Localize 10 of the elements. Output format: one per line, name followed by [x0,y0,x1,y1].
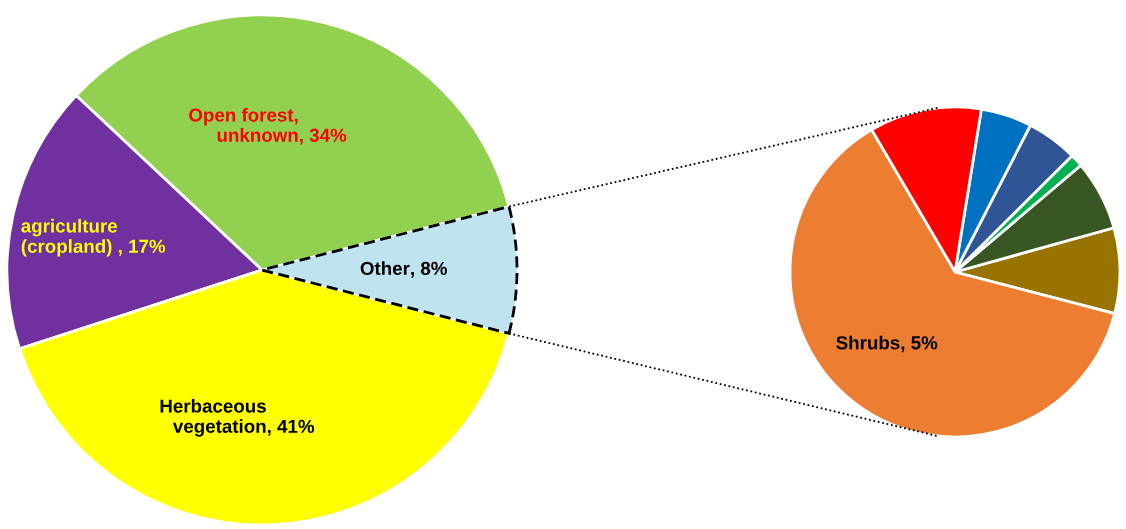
data-label: , 41% [267,419,315,436]
slice-label: Herbaceous vegetation [160,398,266,437]
data-label: , 34% [300,128,347,145]
slice-label: Shrubs [836,335,900,350]
slice-label: Other [360,261,410,276]
slice-label: agriculture (cropland) [21,218,118,257]
data-label: , 17% [118,239,166,256]
slice-label: Open forest, unknown [189,107,298,142]
data-label: , 5% [901,336,938,353]
data-label: , 8% [411,261,447,278]
